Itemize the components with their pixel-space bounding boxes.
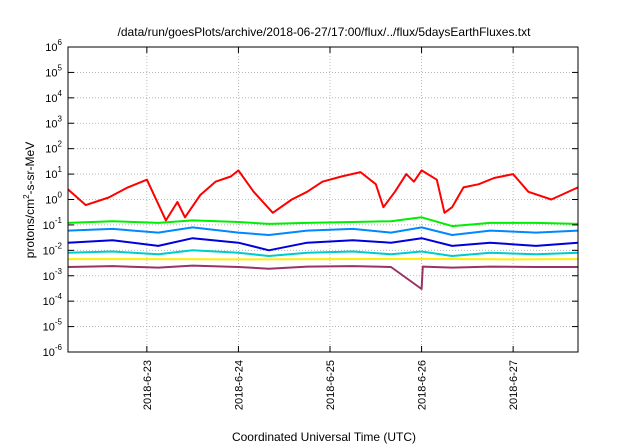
series-line-3 — [67, 226, 579, 236]
y-tick-label: 10-6 — [43, 343, 63, 359]
chart-title: /data/run/goesPlots/archive/2018-06-27/1… — [118, 25, 532, 39]
x-axis-label: Coordinated Universal Time (UTC) — [232, 430, 416, 444]
y-tick-label: 102 — [45, 140, 62, 156]
y-tick-label: 100 — [45, 191, 62, 207]
y-tick-label: 10-4 — [43, 292, 63, 308]
x-axis: 2018-6-23 2018-6-24 2018-6-25 2018-6-26 2018… — [142, 47, 520, 410]
series-line-5 — [67, 249, 579, 257]
y-tick-label: 105 — [45, 63, 62, 79]
y-tick-label: 10-3 — [43, 267, 63, 283]
x-tick-label: 2018-6-25 — [325, 360, 337, 410]
series-layer — [67, 169, 579, 290]
series-line-1 — [67, 169, 579, 222]
y-tick-label: 103 — [45, 114, 62, 130]
series-line-4 — [67, 237, 579, 252]
y-tick-label: 106 — [45, 38, 62, 54]
y-tick-label: 10-1 — [43, 216, 63, 232]
y-tick-label: 10-5 — [43, 318, 63, 334]
series-line-2 — [67, 216, 579, 228]
y-axis-label: protons/cm2-s-sr-MeV — [22, 142, 37, 258]
y-tick-label: 101 — [45, 165, 62, 181]
x-tick-label: 2018-6-24 — [233, 360, 245, 410]
grid — [68, 47, 578, 352]
y-tick-label: 104 — [45, 89, 62, 105]
series-line-7 — [67, 264, 578, 290]
x-tick-label: 2018-6-27 — [508, 360, 520, 410]
y-axis: 10-6 10-5 10-4 10-3 10-2 10-1 100 101 102 103 104 1… — [43, 38, 578, 359]
x-tick-label: 2018-6-23 — [142, 360, 154, 410]
y-tick-label: 10-2 — [43, 241, 63, 257]
series-line-6 — [68, 257, 579, 261]
x-tick-label: 2018-6-26 — [417, 360, 429, 410]
